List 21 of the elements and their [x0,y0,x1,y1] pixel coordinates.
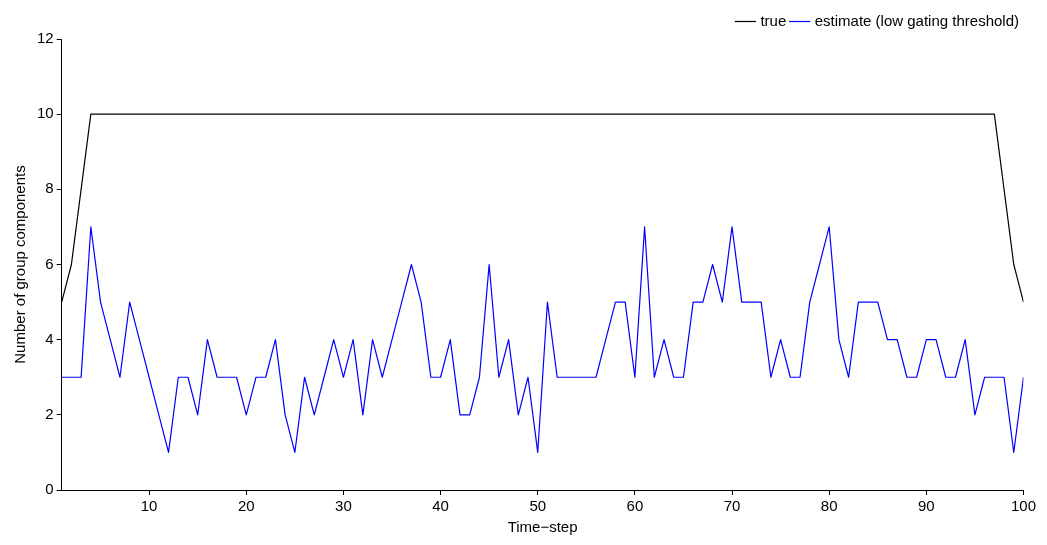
legend-label: true [760,11,787,29]
legend-label: estimate (low gating threshold) [814,11,1019,29]
y-tick-label: 12 [37,29,54,47]
y-tick-label: 10 [37,104,54,122]
x-tick-label: 20 [237,497,255,515]
y-tick-label: 2 [45,404,54,422]
x-tick-label: 10 [140,497,158,515]
y-axis-title: Number of group components [11,165,29,364]
y-tick-label: 4 [45,329,54,347]
x-tick-label: 100 [1010,497,1036,515]
y-tick-label: 0 [45,480,54,498]
x-tick-label: 90 [917,497,935,515]
x-axis-title: Time−step [507,518,578,536]
y-tick-label: 8 [45,179,54,197]
x-tick-label: 30 [335,497,352,515]
x-tick-label: 80 [820,497,838,515]
x-tick-label: 60 [626,497,644,515]
x-tick-label: 50 [529,497,547,515]
y-tick-label: 6 [45,254,54,272]
x-tick-label: 40 [432,497,449,515]
x-tick-label: 70 [723,497,741,515]
